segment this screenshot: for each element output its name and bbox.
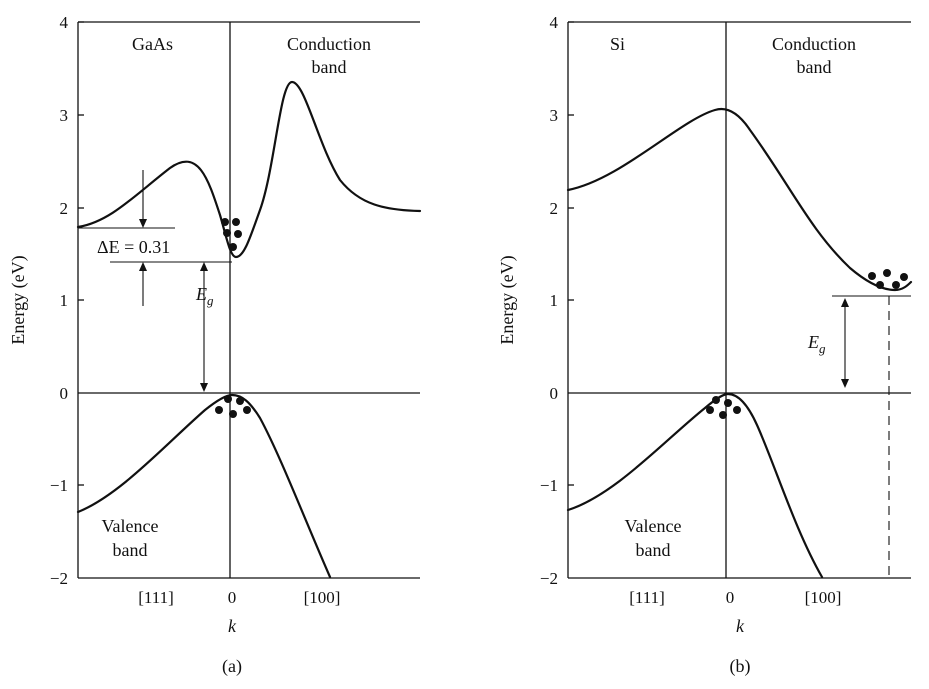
panel-b-ytick-4: 4 bbox=[550, 13, 559, 32]
panel-a-y-label: Energy (eV) bbox=[8, 255, 29, 344]
panel-b-x-label: k bbox=[736, 616, 745, 636]
panel-b-ytick-2: 2 bbox=[550, 199, 559, 218]
panel-a-delta-arrowhead-up bbox=[139, 262, 147, 271]
panel-a-electrons bbox=[221, 218, 242, 251]
panel-b-ytick-1: 1 bbox=[550, 291, 559, 310]
panel-a-eg-label: Eg bbox=[195, 284, 214, 308]
panel-a-ytick-m1: −1 bbox=[50, 476, 68, 495]
panel-a-valence-label-2: band bbox=[113, 540, 148, 560]
panel-a-y-ticks: 4 3 2 1 0 −1 −2 bbox=[50, 13, 84, 588]
panel-b-ytick-3: 3 bbox=[550, 106, 559, 125]
panel-a-xtick-100: [100] bbox=[304, 588, 341, 607]
panel-a-ytick-m2: −2 bbox=[50, 569, 68, 588]
panel-b-ytick-m1: −1 bbox=[540, 476, 558, 495]
panel-a-conduction-label-2: band bbox=[312, 57, 347, 77]
panel-b-xtick-111: [111] bbox=[629, 588, 665, 607]
panel-b-caption: (b) bbox=[730, 656, 751, 677]
panel-b-xtick-0: 0 bbox=[726, 588, 735, 607]
panel-a-eg-arrowhead-down bbox=[200, 383, 208, 392]
panel-a-ytick-2: 2 bbox=[60, 199, 69, 218]
panel-b-y-ticks: 4 3 2 1 0 −1 −2 bbox=[540, 13, 574, 588]
panel-b-ytick-0: 0 bbox=[550, 384, 559, 403]
panel-a-valence-label-1: Valence bbox=[102, 516, 159, 536]
panel-a-ytick-1: 1 bbox=[60, 291, 69, 310]
panel-a-conduction-label-1: Conduction bbox=[287, 34, 371, 54]
panel-b: 4 3 2 1 0 −1 −2 Energy (eV) [111] 0 [100… bbox=[497, 13, 913, 677]
panel-b-electrons bbox=[868, 269, 908, 289]
panel-b-xtick-100: [100] bbox=[805, 588, 842, 607]
panel-b-material: Si bbox=[610, 34, 625, 54]
panel-a-valence-band bbox=[76, 393, 332, 579]
panel-b-conduction-label-2: band bbox=[797, 57, 832, 77]
panel-a-ytick-3: 3 bbox=[60, 106, 69, 125]
panel-a-delta-e-label: ΔE = 0.31 bbox=[97, 237, 170, 257]
panel-a-ytick-4: 4 bbox=[60, 13, 69, 32]
panel-a-holes bbox=[215, 395, 251, 418]
panel-a-xtick-111: [111] bbox=[138, 588, 174, 607]
panel-a-x-label: k bbox=[228, 616, 237, 636]
panel-b-eg-label: Eg bbox=[807, 332, 826, 356]
panel-a-ytick-0: 0 bbox=[60, 384, 69, 403]
panel-b-eg-arrowhead-down bbox=[841, 379, 849, 388]
panel-b-y-label: Energy (eV) bbox=[497, 255, 518, 344]
panel-b-eg-arrowhead-up bbox=[841, 298, 849, 307]
panel-a-caption: (a) bbox=[222, 656, 242, 677]
panel-b-holes bbox=[706, 396, 741, 419]
panel-b-conduction-label-1: Conduction bbox=[772, 34, 856, 54]
panel-a-xtick-0: 0 bbox=[228, 588, 237, 607]
panel-a-eg-arrowhead-up bbox=[200, 262, 208, 271]
panel-b-conduction-band bbox=[566, 107, 913, 292]
panel-a-material: GaAs bbox=[132, 34, 173, 54]
panel-a-conduction-band bbox=[76, 80, 422, 259]
panel-b-valence-band bbox=[566, 392, 824, 579]
panel-b-ytick-m2: −2 bbox=[540, 569, 558, 588]
panel-a: 4 3 2 1 0 −1 −2 Energy (eV) [111] 0 [100… bbox=[8, 13, 422, 677]
panel-a-delta-arrowhead-down bbox=[139, 219, 147, 228]
panel-b-valence-label-2: band bbox=[636, 540, 671, 560]
panel-b-valence-label-1: Valence bbox=[625, 516, 682, 536]
